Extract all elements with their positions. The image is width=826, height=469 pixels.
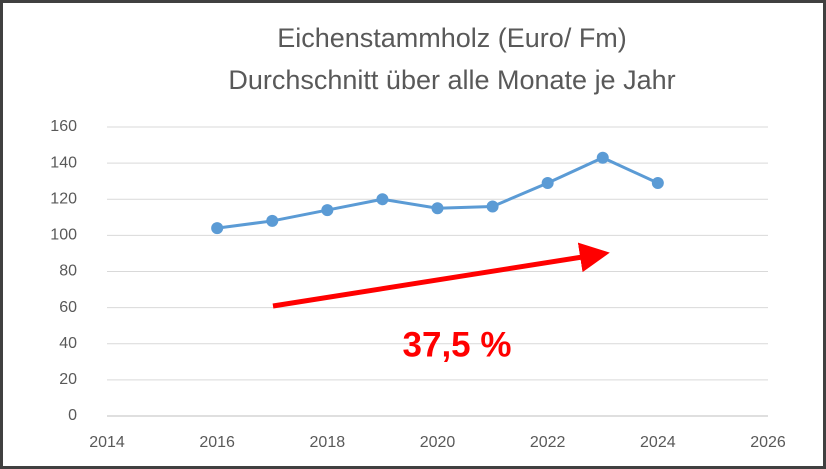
x-tick-label: 2024 bbox=[640, 434, 676, 451]
data-point bbox=[431, 202, 444, 215]
y-tick-label: 20 bbox=[59, 371, 77, 388]
data-point bbox=[321, 204, 334, 217]
annotation: 37,5 % bbox=[403, 325, 512, 364]
x-tick-label: 2014 bbox=[89, 434, 125, 451]
x-tick-label: 2026 bbox=[750, 434, 786, 451]
data-point bbox=[266, 214, 279, 227]
data-point bbox=[211, 222, 224, 235]
x-tick-label: 2020 bbox=[420, 434, 456, 451]
data-point bbox=[376, 193, 389, 206]
chart-title: Eichenstammholz (Euro/ Fm) bbox=[277, 23, 627, 53]
y-tick-label: 120 bbox=[50, 190, 77, 207]
x-tick-label: 2022 bbox=[530, 434, 566, 451]
y-tick-label: 140 bbox=[50, 154, 77, 171]
y-tick-label: 40 bbox=[59, 335, 77, 352]
y-tick-label: 60 bbox=[59, 299, 77, 316]
chart-subtitle: Durchschnitt über alle Monate je Jahr bbox=[228, 65, 675, 95]
data-point bbox=[486, 200, 499, 213]
x-tick-label: 2016 bbox=[199, 434, 235, 451]
data-point bbox=[541, 176, 554, 189]
y-tick-label: 100 bbox=[50, 227, 77, 244]
data-point bbox=[596, 151, 609, 164]
y-tick-label: 0 bbox=[68, 407, 77, 424]
y-tick-label: 160 bbox=[50, 118, 77, 135]
data-point bbox=[651, 176, 664, 189]
trend-arrow bbox=[272, 242, 610, 309]
x-tick-label: 2018 bbox=[310, 434, 346, 451]
y-tick-label: 80 bbox=[59, 263, 77, 280]
